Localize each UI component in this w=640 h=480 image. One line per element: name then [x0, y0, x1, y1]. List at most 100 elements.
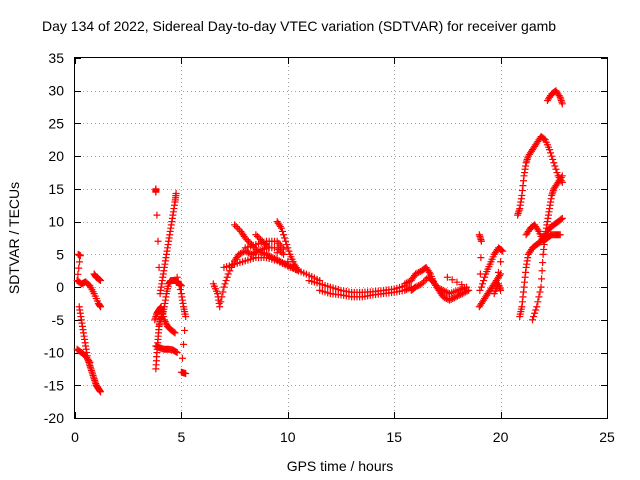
data-point	[533, 303, 541, 311]
data-point	[499, 247, 507, 255]
data-point	[534, 226, 542, 234]
data-point	[558, 100, 566, 108]
data-point	[558, 172, 566, 180]
data-point	[280, 245, 288, 253]
data-point	[538, 275, 546, 283]
data-point	[534, 298, 542, 306]
data-point	[529, 316, 537, 324]
data-point	[241, 234, 249, 242]
data-point	[438, 286, 446, 294]
data-point	[532, 306, 540, 314]
x-tick-label: 10	[280, 429, 296, 445]
x-tick-label: 20	[493, 429, 509, 445]
data-point	[234, 224, 242, 232]
data-point	[477, 237, 485, 245]
data-point	[480, 277, 488, 285]
data-point	[85, 357, 93, 365]
data-point	[175, 281, 183, 289]
data-point	[535, 293, 543, 301]
series-seg-i	[173, 273, 190, 377]
data-point	[278, 227, 286, 235]
y-tick-label: 10	[48, 214, 64, 230]
data-point	[280, 231, 288, 239]
data-point	[220, 283, 228, 291]
series-seg-v	[516, 214, 566, 321]
data-point	[159, 309, 167, 317]
data-point	[552, 165, 560, 173]
data-point	[284, 258, 292, 266]
y-tick-label: -10	[44, 345, 64, 361]
data-point	[158, 306, 166, 314]
data-point	[176, 286, 184, 294]
data-point	[536, 288, 544, 296]
x-tick-label: 5	[178, 429, 186, 445]
data-point	[550, 159, 558, 167]
data-point	[547, 149, 555, 157]
chart-title: Day 134 of 2022, Sidereal Day-to-day VTE…	[42, 18, 556, 34]
data-point	[223, 273, 231, 281]
data-point	[558, 214, 566, 222]
data-point	[243, 236, 251, 244]
x-tick-label: 25	[599, 429, 615, 445]
data-point	[236, 250, 244, 258]
y-tick-label: 0	[56, 279, 64, 295]
series-seg-u	[514, 133, 566, 219]
series-seg-s	[475, 231, 505, 311]
data-point	[447, 295, 455, 303]
data-point	[436, 285, 444, 293]
data-point	[537, 283, 545, 291]
data-point	[216, 303, 224, 311]
y-tick-label: 25	[48, 115, 64, 131]
data-point	[76, 252, 84, 260]
data-point	[152, 185, 160, 193]
y-tick-label: 5	[56, 246, 64, 262]
data-point	[222, 277, 230, 285]
data-point	[442, 288, 450, 296]
data-point	[253, 232, 261, 240]
data-point	[252, 231, 260, 239]
data-point	[476, 286, 484, 294]
data-point	[75, 264, 83, 272]
data-point	[479, 280, 487, 288]
data-point	[553, 169, 561, 177]
data-point	[461, 288, 469, 296]
data-point	[402, 279, 410, 287]
data-point	[76, 258, 84, 266]
x-tick-label: 15	[386, 429, 402, 445]
grid	[75, 58, 607, 418]
data-point	[97, 277, 105, 285]
data-point	[178, 354, 186, 362]
data-point	[402, 286, 410, 294]
plot-frame	[74, 57, 608, 419]
data-point	[161, 317, 169, 325]
data-point	[443, 273, 451, 281]
data-point	[172, 348, 180, 356]
data-point	[463, 283, 471, 291]
data-point	[173, 349, 181, 357]
y-tick-label: 30	[48, 83, 64, 99]
y-tick-labels: -20 -15 -10 -5 0 5 10 15 20 25 30 35	[44, 50, 64, 426]
data-point	[243, 248, 251, 256]
data-point	[154, 237, 162, 245]
data-point	[157, 303, 165, 311]
x-tick-label: 0	[71, 429, 79, 445]
data-point	[539, 259, 547, 267]
data-point	[265, 244, 273, 252]
data-point	[555, 92, 563, 100]
data-point	[404, 278, 412, 286]
data-point	[160, 316, 168, 324]
data-point	[530, 313, 538, 321]
data-point	[538, 267, 546, 275]
data-point	[162, 319, 170, 327]
data-point	[413, 282, 421, 290]
data-point	[439, 293, 447, 301]
data-point	[181, 326, 189, 334]
y-tick-label: 20	[48, 148, 64, 164]
data-point	[182, 313, 190, 321]
data-point	[180, 340, 188, 348]
data-point	[418, 280, 426, 288]
data-point	[498, 246, 506, 254]
data-point	[160, 313, 168, 321]
data-point	[276, 223, 284, 231]
